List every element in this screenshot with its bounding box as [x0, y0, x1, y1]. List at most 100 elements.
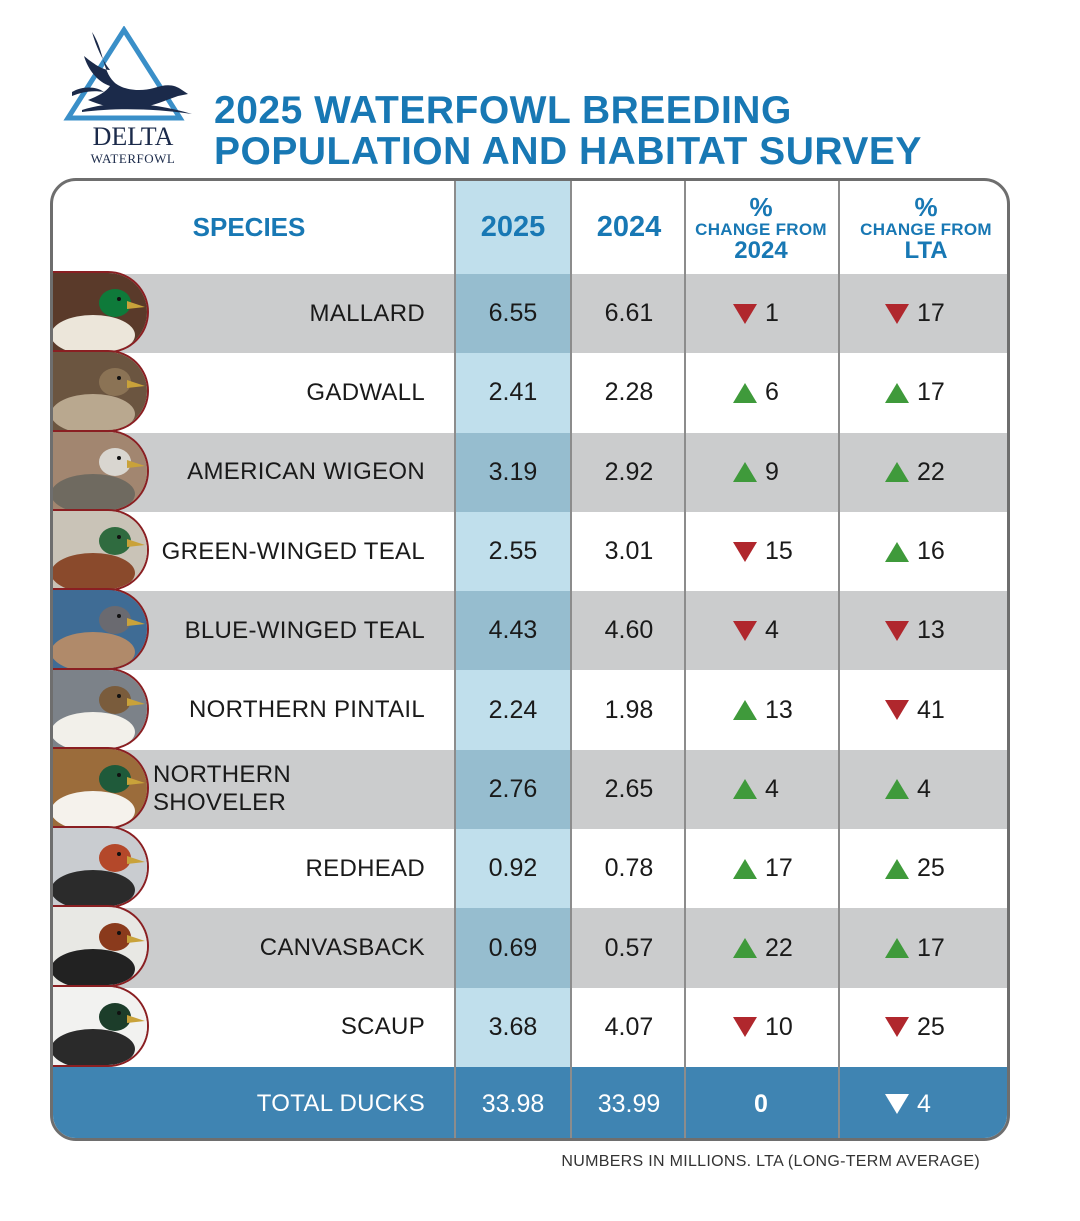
green-winged-teal-photo-image: [53, 510, 147, 589]
species-label: CANVASBACK: [259, 934, 425, 962]
value-2024-text: 4.07: [604, 1012, 654, 1041]
pct-change-2024-value: 6: [765, 378, 779, 407]
pct-change-lta: 25: [839, 988, 1007, 1067]
pct-change-lta-value: 4: [917, 774, 931, 803]
value-2025: 2.55: [455, 512, 571, 591]
species-name: REDHEAD: [153, 829, 425, 908]
pct-change-lta-value: 17: [917, 378, 945, 407]
triangle-up-icon: [885, 858, 909, 879]
value-2025: 2.41: [455, 353, 571, 432]
value-2025-text: 3.19: [488, 457, 538, 486]
species-label: GREEN-WINGED TEAL: [161, 537, 425, 565]
triangle-up-icon: [733, 779, 757, 800]
species-name: CANVASBACK: [153, 908, 425, 987]
pct-change-2024: 4: [685, 750, 837, 829]
column-divider: [684, 181, 686, 1138]
value-2025: 0.92: [455, 829, 571, 908]
table-row: NORTHERN SHOVELER 2.76 2.65 4 4: [53, 746, 1007, 830]
value-2025-text: 3.68: [488, 1012, 538, 1041]
pct-change-lta: 25: [839, 829, 1007, 908]
canvasback-photo-image: [53, 907, 147, 986]
pct-change-lta: 22: [839, 433, 1007, 512]
species-name: NORTHERN PINTAIL: [153, 671, 425, 750]
mallard-photo-image: [53, 273, 147, 351]
value-2025: 6.55: [455, 274, 571, 353]
value-2025-text: 0.92: [488, 854, 538, 883]
column-divider: [838, 181, 840, 1138]
gadwall-photo-image: [53, 352, 147, 431]
northern-pintail-photo-image: [53, 669, 147, 748]
triangle-down-icon: [885, 620, 909, 641]
pct-change-2024-value: 4: [765, 616, 779, 645]
species-label: AMERICAN WIGEON: [187, 458, 425, 486]
total-2025: 33.98: [455, 1067, 571, 1138]
pct-change-2024-value: 15: [765, 537, 793, 566]
value-2025: 4.43: [455, 591, 571, 670]
species-name: BLUE-WINGED TEAL: [153, 591, 425, 670]
total-pct-change-2024-value: 0: [754, 1089, 768, 1118]
column-divider: [454, 181, 456, 1138]
value-2025: 3.68: [455, 988, 571, 1067]
value-2024-text: 0.57: [604, 933, 654, 962]
triangle-down-icon: [885, 1094, 909, 1114]
pct-change-2024-value: 22: [765, 933, 793, 962]
col-2025-cell-bg: [455, 908, 571, 988]
value-2025-text: 2.76: [488, 774, 538, 803]
header-pct-change-lta: % CHANGE FROM LTA: [839, 181, 1007, 274]
table-row: CANVASBACK 0.69 0.57 22 17: [53, 905, 1007, 988]
total-row: TOTAL DUCKS 33.98 33.99 0 4: [53, 1067, 1007, 1138]
triangle-up-icon: [885, 382, 909, 403]
value-2025-text: 6.55: [488, 299, 538, 328]
pct-change-lta-value: 22: [917, 457, 945, 486]
header-change-from: CHANGE FROM: [860, 219, 992, 239]
pct-change-lta-value: 17: [917, 299, 945, 328]
pct-change-lta: 41: [839, 671, 1007, 750]
triangle-down-icon: [885, 1017, 909, 1038]
value-2024: 6.61: [571, 274, 687, 353]
table-row: NORTHERN PINTAIL 2.24 1.98 13 41: [53, 667, 1007, 750]
pct-change-lta: 13: [839, 591, 1007, 670]
value-2024-text: 2.92: [604, 457, 654, 486]
page-title: 2025 WATERFOWL BREEDING POPULATION AND H…: [214, 90, 922, 172]
pct-change-lta-value: 13: [917, 616, 945, 645]
header-pct-change-2024: % CHANGE FROM 2024: [685, 181, 837, 274]
table-row: GREEN-WINGED TEAL 2.55 3.01 15 16: [53, 508, 1007, 591]
value-2025: 3.19: [455, 433, 571, 512]
pct-change-lta-value: 41: [917, 695, 945, 724]
triangle-up-icon: [733, 700, 757, 721]
triangle-down-icon: [733, 541, 757, 562]
pct-change-lta: 16: [839, 512, 1007, 591]
value-2025-text: 2.55: [488, 537, 538, 566]
pct-change-lta: 17: [839, 353, 1007, 432]
value-2024-text: 4.60: [604, 616, 654, 645]
triangle-up-icon: [885, 462, 909, 483]
value-2024-text: 6.61: [604, 299, 654, 328]
value-2024: 1.98: [571, 671, 687, 750]
value-2024: 0.78: [571, 829, 687, 908]
pct-change-2024: 10: [685, 988, 837, 1067]
northern-shoveler-photo-image: [53, 748, 147, 827]
header-2025-label: 2025: [480, 211, 546, 243]
redhead-photo-image: [53, 828, 147, 907]
triangle-up-icon: [733, 382, 757, 403]
species-name: AMERICAN WIGEON: [153, 433, 425, 512]
species-name: SCAUP: [153, 988, 425, 1067]
delta-waterfowl-logo: [63, 26, 192, 121]
logo-subword: WATERFOWL: [90, 151, 176, 166]
pct-change-lta: 17: [839, 274, 1007, 353]
value-2025-text: 4.43: [488, 616, 538, 645]
pct-change-2024-value: 17: [765, 854, 793, 883]
pct-change-2024: 22: [685, 908, 837, 987]
species-name: MALLARD: [153, 274, 425, 353]
pct-change-2024: 9: [685, 433, 837, 512]
title-line-2: POPULATION AND HABITAT SURVEY: [214, 130, 922, 173]
value-2024: 2.65: [571, 750, 687, 829]
species-label: NORTHERN PINTAIL: [189, 696, 425, 724]
header-2024: 2024: [571, 181, 687, 274]
species-label: NORTHERN SHOVELER: [153, 761, 291, 817]
american-wigeon-photo: [53, 429, 149, 512]
triangle-down-icon: [733, 303, 757, 324]
species-label: SCAUP: [340, 1013, 425, 1041]
total-pct-change-2024: 0: [685, 1067, 837, 1138]
total-2024: 33.99: [571, 1067, 687, 1138]
